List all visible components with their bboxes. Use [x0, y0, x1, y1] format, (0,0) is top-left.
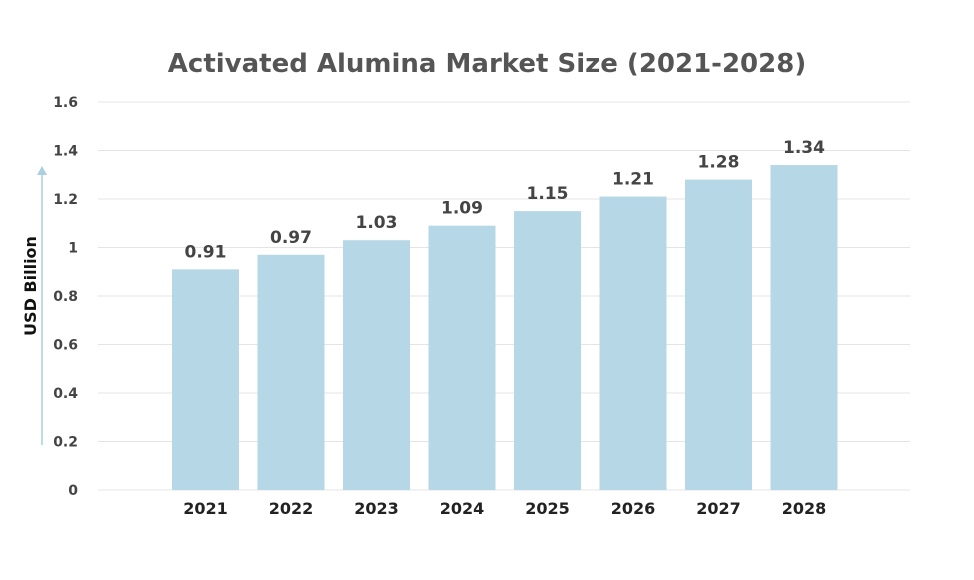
bar-2028	[770, 165, 838, 491]
value-label: 1.21	[612, 170, 654, 190]
y-tick-label: 0.8	[53, 289, 78, 305]
bar-2024	[428, 225, 496, 491]
bar-2026	[599, 196, 667, 490]
bar-2027	[685, 179, 752, 490]
x-tick-label: 2026	[611, 499, 656, 518]
y-tick-label: 1.4	[53, 144, 78, 160]
x-tick-label: 2024	[440, 499, 485, 518]
y-tick-label: 1.2	[53, 192, 78, 208]
value-label: 1.09	[441, 199, 483, 219]
x-tick-label: 2022	[269, 499, 314, 518]
value-label: 1.03	[356, 213, 398, 233]
chart-title: Activated Alumina Market Size (2021-2028…	[168, 49, 806, 79]
x-axis-ticks: 2021 2022 2023 2024 2025 2026 2027 2028	[183, 499, 826, 518]
y-tick-label: 0.4	[53, 386, 78, 402]
bar-2021	[172, 269, 239, 490]
value-label: 1.34	[783, 138, 825, 158]
x-tick-label: 2023	[354, 499, 399, 518]
value-label: 1.15	[527, 184, 569, 204]
y-axis-ticks: 0 0.2 0.4 0.6 0.8 1 1.2 1.4 1.6	[53, 95, 78, 499]
y-axis-label: USD Billion	[21, 236, 40, 336]
x-tick-label: 2021	[183, 499, 228, 518]
bar-2023	[343, 240, 410, 490]
value-label: 1.28	[698, 153, 740, 173]
bar-2022	[257, 254, 325, 490]
value-labels: 0.91 0.97 1.03 1.09 1.15 1.21 1.28 1.34	[185, 138, 826, 262]
value-label: 0.91	[185, 242, 227, 262]
x-tick-label: 2025	[525, 499, 570, 518]
bar-2025	[514, 211, 581, 490]
y-tick-label: 0.2	[53, 435, 78, 451]
y-tick-label: 0.6	[53, 338, 78, 354]
x-tick-label: 2028	[782, 499, 827, 518]
y-tick-label: 0	[68, 483, 78, 499]
bars	[172, 165, 838, 491]
y-tick-label: 1.6	[53, 95, 78, 111]
y-tick-label: 1	[68, 241, 78, 257]
y-axis-arrow	[37, 166, 47, 445]
x-tick-label: 2027	[696, 499, 741, 518]
value-label: 0.97	[270, 228, 312, 248]
